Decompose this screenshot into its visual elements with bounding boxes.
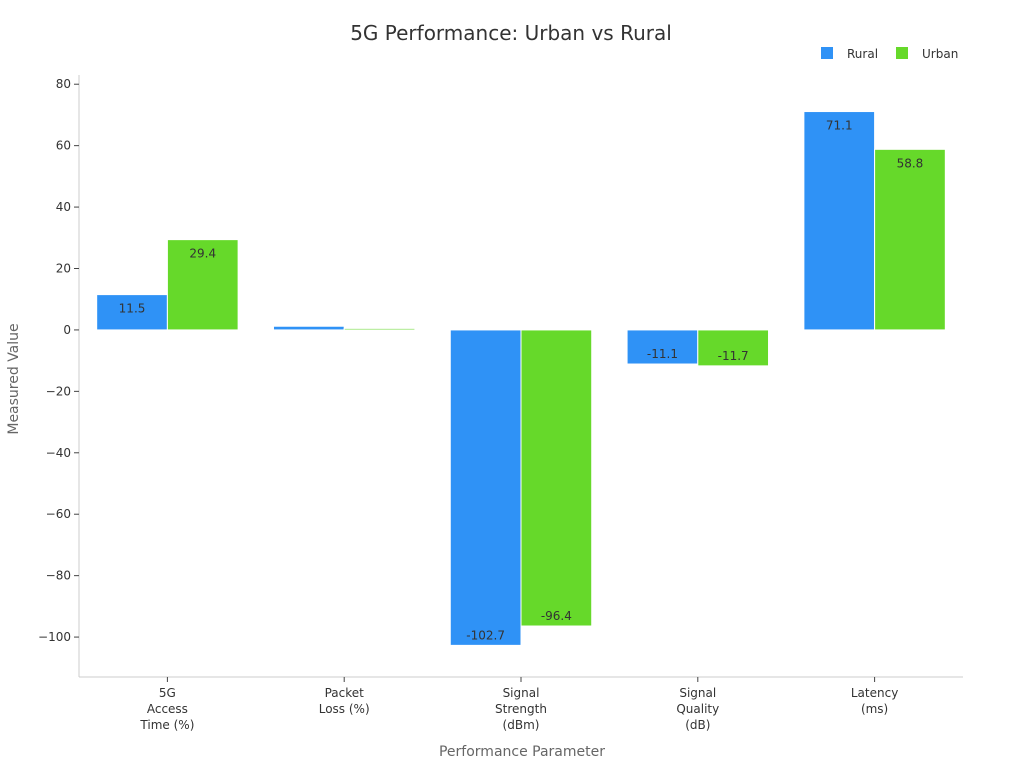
bar-urban bbox=[697, 329, 770, 367]
bar-rural bbox=[626, 329, 699, 365]
bar-rural bbox=[96, 294, 168, 331]
bar-urban bbox=[520, 329, 593, 627]
x-tick-label: Signal Quality (dB) bbox=[676, 686, 719, 732]
bar-labels-group: 11.5 29.4 -102.7 -96.4 -11.1 -11.7 71.1 58.8 bbox=[119, 119, 924, 643]
y-tick-label: 60 bbox=[56, 139, 71, 153]
bar-value-label: 29.4 bbox=[189, 247, 216, 261]
x-tick-label: Latency (ms) bbox=[851, 686, 898, 716]
bar-value-label: -102.7 bbox=[466, 628, 505, 642]
chart-title: 5G Performance: Urban vs Rural bbox=[350, 21, 672, 45]
bar-value-label: 58.8 bbox=[897, 156, 924, 170]
y-tick-label: 40 bbox=[56, 200, 71, 214]
y-tick-label: 80 bbox=[56, 77, 71, 91]
x-tick-label: Packet Loss (%) bbox=[319, 686, 370, 716]
bar-urban bbox=[874, 148, 946, 331]
x-tick-label: Signal Strength (dBm) bbox=[495, 686, 547, 732]
y-tick-label: −80 bbox=[46, 569, 71, 583]
y-tick-label: −60 bbox=[46, 507, 71, 521]
legend-swatch-urban bbox=[896, 47, 908, 59]
legend: Rural Urban bbox=[821, 47, 958, 61]
bar-urban bbox=[343, 327, 416, 331]
bar-value-label: 11.5 bbox=[119, 302, 146, 316]
legend-label-urban: Urban bbox=[922, 47, 958, 61]
bars-group bbox=[96, 111, 946, 646]
bar-rural bbox=[449, 329, 522, 646]
bar-rural bbox=[803, 111, 876, 331]
bar-value-label: 71.1 bbox=[826, 119, 853, 133]
y-axis-title: Measured Value bbox=[6, 323, 22, 434]
bar-urban bbox=[166, 239, 239, 331]
y-tick-label: −40 bbox=[46, 446, 71, 460]
y-axis: −100 −80 −60 −40 −20 0 20 40 60 80 bbox=[38, 75, 80, 677]
x-tick-label: 5G Access Time (%) bbox=[139, 686, 194, 732]
bar-value-label: -96.4 bbox=[541, 609, 572, 623]
bar-value-label: -11.7 bbox=[718, 349, 749, 363]
y-tick-label: −100 bbox=[38, 630, 71, 644]
bar-rural bbox=[272, 325, 345, 331]
y-tick-label: 0 bbox=[63, 323, 71, 337]
legend-label-rural: Rural bbox=[847, 47, 878, 61]
y-tick-label: 20 bbox=[56, 262, 71, 276]
y-tick-label: −20 bbox=[46, 384, 71, 398]
x-axis: 5G Access Time (%) Packet Loss (%) Signal Stre… bbox=[79, 676, 963, 732]
legend-swatch-rural bbox=[821, 47, 833, 59]
bar-value-label: -11.1 bbox=[647, 347, 678, 361]
x-axis-title: Performance Parameter bbox=[439, 744, 605, 760]
